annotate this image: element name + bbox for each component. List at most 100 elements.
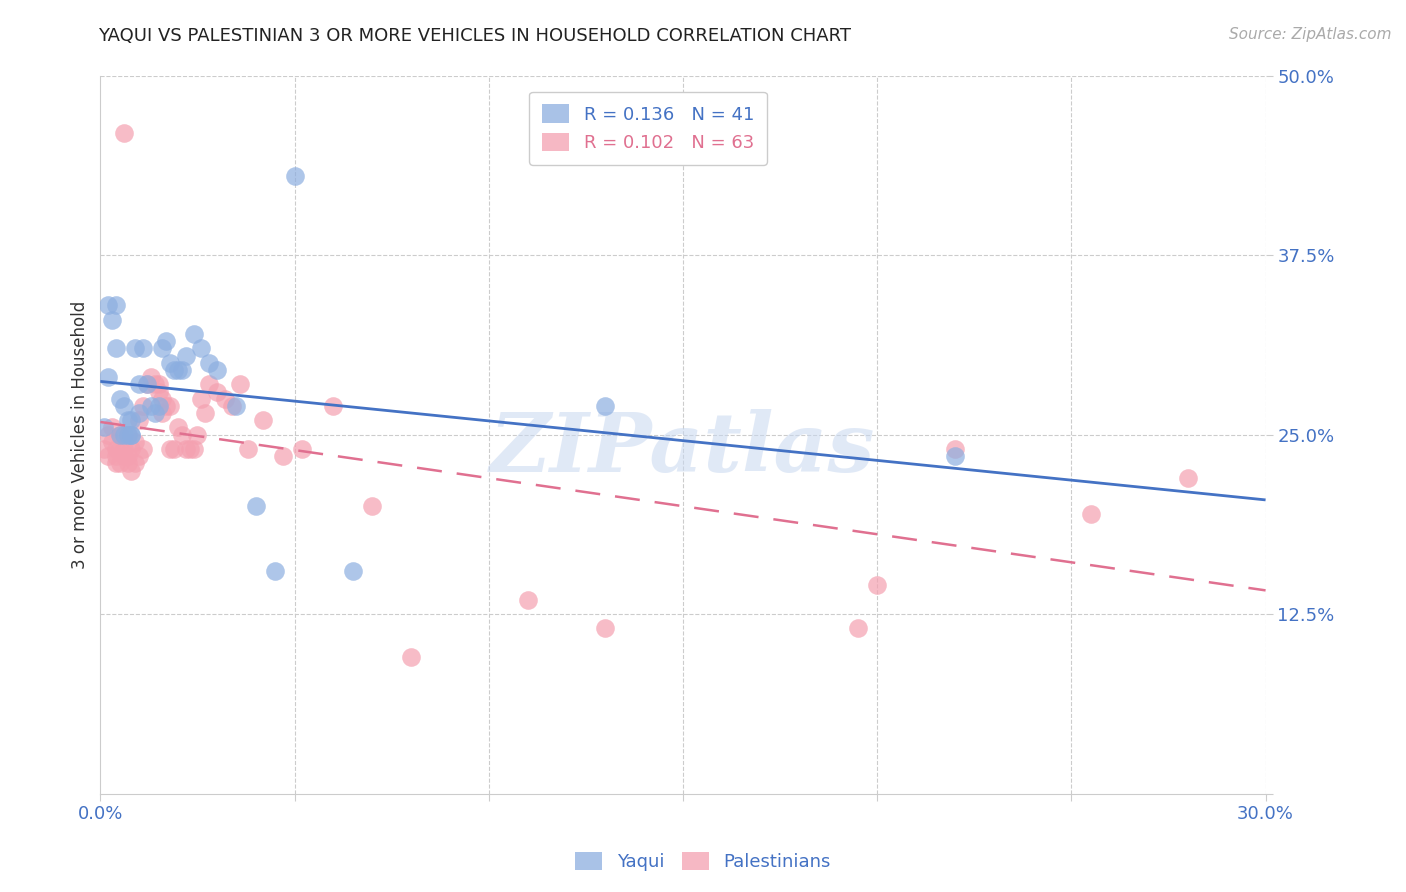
- Point: [186, 427, 208, 442]
- Point: [108, 456, 131, 470]
- Point: [112, 126, 135, 140]
- Point: [128, 413, 150, 427]
- Point: [117, 456, 139, 470]
- Point: [132, 342, 155, 356]
- Point: [291, 442, 314, 456]
- Point: [124, 342, 146, 356]
- Point: [152, 392, 174, 406]
- Point: [170, 427, 193, 442]
- Point: [108, 427, 131, 442]
- Point: [120, 413, 142, 427]
- Point: [117, 427, 139, 442]
- Point: [152, 342, 174, 356]
- Point: [198, 356, 221, 370]
- Point: [190, 392, 212, 406]
- Point: [221, 399, 243, 413]
- Point: [205, 363, 228, 377]
- Point: [159, 399, 181, 413]
- Point: [108, 442, 131, 456]
- Point: [152, 406, 174, 420]
- Point: [124, 456, 146, 470]
- Point: [190, 342, 212, 356]
- Point: [361, 500, 384, 514]
- Point: [117, 427, 139, 442]
- Point: [132, 442, 155, 456]
- Point: [93, 420, 115, 434]
- Point: [108, 392, 131, 406]
- Point: [143, 406, 166, 420]
- Point: [174, 442, 197, 456]
- Point: [183, 442, 205, 456]
- Point: [112, 449, 135, 463]
- Point: [143, 377, 166, 392]
- Point: [97, 298, 120, 312]
- Point: [595, 622, 617, 636]
- Point: [139, 399, 162, 413]
- Legend: Yaqui, Palestinians: Yaqui, Palestinians: [568, 845, 838, 879]
- Point: [159, 442, 181, 456]
- Point: [132, 399, 155, 413]
- Point: [112, 427, 135, 442]
- Point: [163, 363, 186, 377]
- Y-axis label: 3 or more Vehicles in Household: 3 or more Vehicles in Household: [72, 301, 89, 569]
- Point: [148, 384, 170, 399]
- Point: [167, 420, 190, 434]
- Point: [155, 334, 177, 349]
- Point: [516, 592, 538, 607]
- Point: [179, 442, 201, 456]
- Point: [399, 650, 422, 665]
- Point: [97, 427, 120, 442]
- Point: [236, 442, 259, 456]
- Point: [136, 377, 159, 392]
- Text: YAQUI VS PALESTINIAN 3 OR MORE VEHICLES IN HOUSEHOLD CORRELATION CHART: YAQUI VS PALESTINIAN 3 OR MORE VEHICLES …: [98, 27, 852, 45]
- Point: [252, 413, 274, 427]
- Point: [97, 449, 120, 463]
- Point: [117, 449, 139, 463]
- Point: [124, 434, 146, 449]
- Point: [120, 427, 142, 442]
- Point: [167, 363, 190, 377]
- Point: [198, 377, 221, 392]
- Point: [1177, 471, 1199, 485]
- Point: [163, 442, 186, 456]
- Point: [97, 370, 120, 384]
- Point: [174, 349, 197, 363]
- Point: [120, 442, 142, 456]
- Point: [595, 399, 617, 413]
- Point: [104, 298, 127, 312]
- Point: [139, 370, 162, 384]
- Point: [183, 327, 205, 342]
- Point: [148, 377, 170, 392]
- Point: [117, 413, 139, 427]
- Point: [229, 377, 252, 392]
- Point: [155, 399, 177, 413]
- Point: [225, 399, 247, 413]
- Text: Source: ZipAtlas.com: Source: ZipAtlas.com: [1229, 27, 1392, 42]
- Point: [846, 622, 869, 636]
- Point: [120, 463, 142, 477]
- Point: [205, 384, 228, 399]
- Point: [104, 342, 127, 356]
- Point: [194, 406, 217, 420]
- Point: [101, 312, 124, 326]
- Point: [101, 434, 124, 449]
- Point: [120, 427, 142, 442]
- Point: [159, 356, 181, 370]
- Point: [101, 420, 124, 434]
- Point: [322, 399, 344, 413]
- Point: [128, 406, 150, 420]
- Point: [104, 456, 127, 470]
- Point: [866, 578, 889, 592]
- Point: [112, 442, 135, 456]
- Point: [148, 399, 170, 413]
- Point: [112, 399, 135, 413]
- Point: [342, 564, 364, 578]
- Text: ZIPatlas: ZIPatlas: [491, 409, 876, 489]
- Point: [264, 564, 287, 578]
- Point: [128, 377, 150, 392]
- Point: [271, 449, 294, 463]
- Point: [943, 442, 966, 456]
- Point: [943, 449, 966, 463]
- Point: [1080, 507, 1102, 521]
- Point: [104, 442, 127, 456]
